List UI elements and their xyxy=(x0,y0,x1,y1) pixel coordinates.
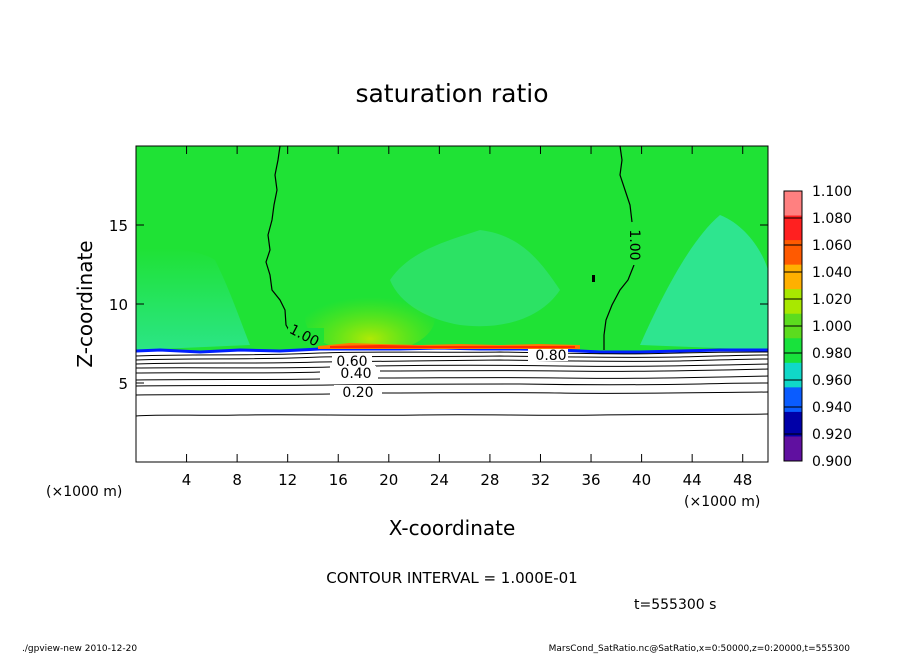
colorbar-swatch xyxy=(784,338,802,364)
x-tick-label: 48 xyxy=(733,471,752,489)
subsaturated-region xyxy=(136,348,768,462)
x-tick-label: 16 xyxy=(329,471,348,489)
contour-label-bg xyxy=(332,355,372,368)
colorbar-label: 0.940 xyxy=(812,400,852,416)
contour-line xyxy=(136,382,768,387)
y-axis-unit: (×1000 m) xyxy=(46,484,122,500)
x-tick-label: 40 xyxy=(632,471,651,489)
y-axis-label: Z-coordinate xyxy=(73,240,97,367)
colorbar-swatch xyxy=(784,387,802,413)
colorbar-swatch xyxy=(784,264,802,290)
supersaturation-glow xyxy=(305,283,435,353)
colorbar-label: 1.040 xyxy=(812,265,852,281)
x-axis: 4 8 12 16 20 24 28 32 36 40 44 48 xyxy=(182,146,752,489)
contour-label-bg xyxy=(528,349,568,361)
contour-label: 0.40 xyxy=(340,366,371,382)
colorbar-label: 0.980 xyxy=(812,346,852,362)
chart-title: saturation ratio xyxy=(355,79,548,108)
colorbar-swatch xyxy=(784,436,802,462)
colorbar: 1.100 1.080 1.060 1.040 1.020 1.000 0.980 0.960… xyxy=(783,184,852,470)
colorbar-swatch xyxy=(784,240,802,266)
colorbar-label: 1.080 xyxy=(812,211,852,227)
x-tick-label: 44 xyxy=(683,471,702,489)
colorbar-label: 0.900 xyxy=(812,454,852,470)
x-tick-label: 4 xyxy=(182,471,192,489)
y-tick-label: 15 xyxy=(109,217,128,235)
colorbar-label: 1.060 xyxy=(812,238,852,254)
x-axis-unit: (×1000 m) xyxy=(684,494,760,510)
colorbar-swatch xyxy=(784,362,802,388)
contour-interval-text: CONTOUR INTERVAL = 1.000E-01 xyxy=(326,569,577,587)
x-tick-label: 28 xyxy=(480,471,499,489)
colorbar-label: 1.020 xyxy=(812,292,852,308)
contour-line xyxy=(136,363,768,369)
x-tick-label: 8 xyxy=(232,471,242,489)
contour-line xyxy=(136,368,768,374)
contour-label-bg xyxy=(288,328,324,342)
y-axis: 5 10 15 xyxy=(109,217,768,393)
colorbar-swatch xyxy=(784,215,802,241)
x-tick-label: 20 xyxy=(379,471,398,489)
contour-label: 0.20 xyxy=(342,385,373,401)
contour-line xyxy=(136,358,768,365)
x-axis-label: X-coordinate xyxy=(389,516,516,540)
x-tick-label: 12 xyxy=(278,471,297,489)
subsaturated-patch-right xyxy=(640,215,768,350)
x-tick-label: 32 xyxy=(531,471,550,489)
subsaturated-patch-left xyxy=(136,248,250,350)
y-tick-label: 5 xyxy=(118,375,128,393)
footer-right: MarsCond_SatRatio.nc@SatRatio,x=0:50000,… xyxy=(549,644,851,654)
colorbar-swatch xyxy=(784,289,802,315)
colorbar-swatch xyxy=(784,191,802,217)
colorbar-swatch xyxy=(784,411,802,437)
contour-line xyxy=(136,354,768,361)
contour-line xyxy=(136,391,768,396)
contour-marker xyxy=(592,275,595,282)
x-tick-label: 24 xyxy=(430,471,449,489)
contour-line xyxy=(136,413,768,417)
y-tick-label: 10 xyxy=(109,296,128,314)
contour-line xyxy=(136,375,768,381)
contour-label: 0.80 xyxy=(535,348,566,364)
colorbar-label: 1.000 xyxy=(812,319,852,335)
contour-line-right xyxy=(603,146,635,350)
colorbar-label: 0.920 xyxy=(812,427,852,443)
contour-label-bg xyxy=(622,225,640,265)
subsaturated-patch-center xyxy=(390,230,560,327)
plot-area xyxy=(136,146,768,462)
colorbar-label: 1.100 xyxy=(812,184,852,200)
time-text: t=555300 s xyxy=(634,597,716,613)
contour-label-bg xyxy=(334,385,380,399)
cloud-layer-core xyxy=(330,345,575,348)
footer-left: ./gpview-new 2010-12-20 xyxy=(22,644,137,654)
contour-label: 1.00 xyxy=(626,229,642,260)
x-tick-label: 36 xyxy=(581,471,600,489)
contour-line-left xyxy=(265,146,291,333)
contour-line xyxy=(136,351,768,357)
contour-label-bg xyxy=(334,366,376,380)
colorbar-label: 0.960 xyxy=(812,373,852,389)
